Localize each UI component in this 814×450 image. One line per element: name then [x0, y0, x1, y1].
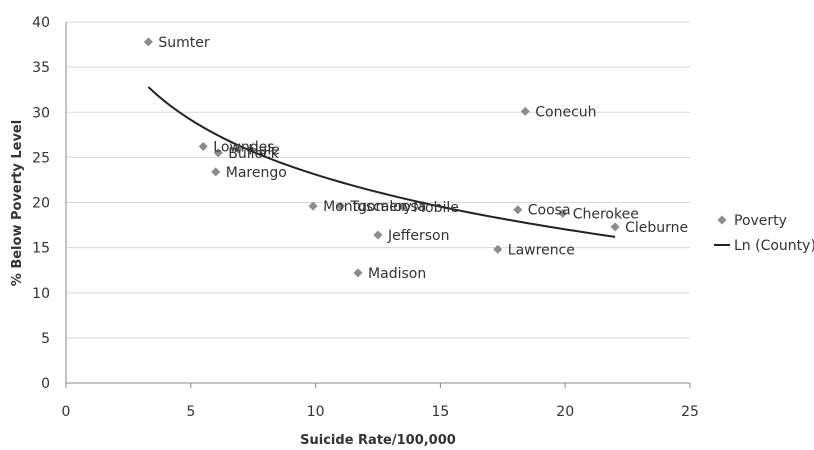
data-point-madison	[354, 268, 363, 277]
y-tick-label: 0	[41, 376, 50, 392]
y-tick-label: 35	[32, 60, 50, 76]
y-tick-label: 5	[41, 331, 50, 347]
y-tick-label: 25	[32, 150, 50, 166]
legend-label-poverty: Poverty	[734, 213, 787, 229]
legend: Poverty Ln (County)	[714, 213, 814, 254]
x-tick-label: 15	[431, 404, 449, 420]
x-tick-label: 25	[681, 404, 699, 420]
point-label-coosa: Coosa	[528, 203, 571, 219]
point-label-conecuh: Conecuh	[535, 104, 596, 120]
data-point-cleburne	[611, 222, 620, 231]
x-tick-label: 5	[186, 404, 195, 420]
y-axis-title: % Below Poverty Level	[10, 120, 25, 286]
y-tick-labels: 0 5 10 15 20 25 30 35 40	[32, 15, 50, 392]
y-tick-label: 20	[32, 196, 50, 212]
data-point-jefferson	[374, 230, 383, 239]
data-point-coosa	[513, 205, 522, 214]
x-axis-title: Suicide Rate/100,000	[300, 433, 456, 448]
point-label-lawrence: Lawrence	[508, 242, 575, 258]
data-point-sumter	[144, 37, 153, 46]
point-labels: SumterConecuhLowndesHaleBullockMarengoMo…	[158, 35, 688, 282]
x-tick-labels: 0 5 10 15 20 25	[62, 383, 699, 420]
legend-marker-poverty	[718, 216, 727, 225]
x-tick-label: 0	[62, 404, 71, 420]
legend-label-trend: Ln (County)	[734, 238, 814, 254]
point-label-jefferson: Jefferson	[387, 228, 450, 244]
point-label-cleburne: Cleburne	[625, 220, 688, 236]
x-tick-label: 10	[307, 404, 325, 420]
x-tick-label: 20	[556, 404, 574, 420]
y-tick-label: 15	[32, 241, 50, 257]
point-label-bullock: Bullock	[228, 146, 280, 162]
data-point-marengo	[211, 167, 220, 176]
point-label-mobile: Mobile	[413, 200, 459, 216]
point-label-marengo: Marengo	[226, 165, 287, 181]
data-point-lowndes	[199, 142, 208, 151]
data-point-lawrence	[493, 245, 502, 254]
y-tick-label: 40	[32, 15, 50, 31]
point-label-madison: Madison	[368, 266, 426, 282]
y-tick-label: 30	[32, 105, 50, 121]
data-point-conecuh	[521, 107, 530, 116]
point-label-sumter: Sumter	[158, 35, 210, 51]
y-tick-label: 10	[32, 286, 50, 302]
